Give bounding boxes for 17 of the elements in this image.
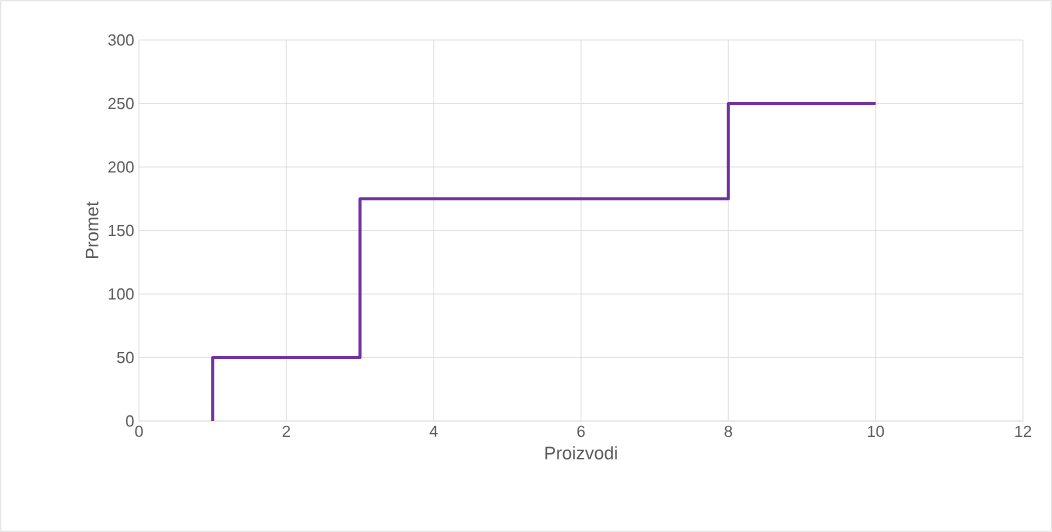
- y-tick-label: 250: [108, 97, 134, 110]
- y-tick-label: 150: [108, 224, 134, 237]
- x-tick-label: 2: [282, 425, 290, 437]
- x-tick-label: 4: [429, 425, 438, 437]
- y-tick-label: 50: [117, 351, 134, 364]
- y-tick-label: 200: [108, 161, 134, 173]
- y-tick-label: 100: [108, 288, 134, 300]
- x-axis-title: Proizvodi: [545, 446, 617, 460]
- x-tick-label: 0: [135, 425, 143, 438]
- y-tick-label: 300: [108, 34, 134, 46]
- y-tick-label: 0: [126, 415, 134, 427]
- x-tick-label: 10: [867, 425, 884, 438]
- x-tick-label: 8: [724, 425, 733, 438]
- y-axis-title: Promet: [85, 201, 99, 259]
- x-tick-label: 12: [1015, 425, 1032, 437]
- line-series: [211, 101, 878, 421]
- x-tick-label: 6: [577, 425, 585, 438]
